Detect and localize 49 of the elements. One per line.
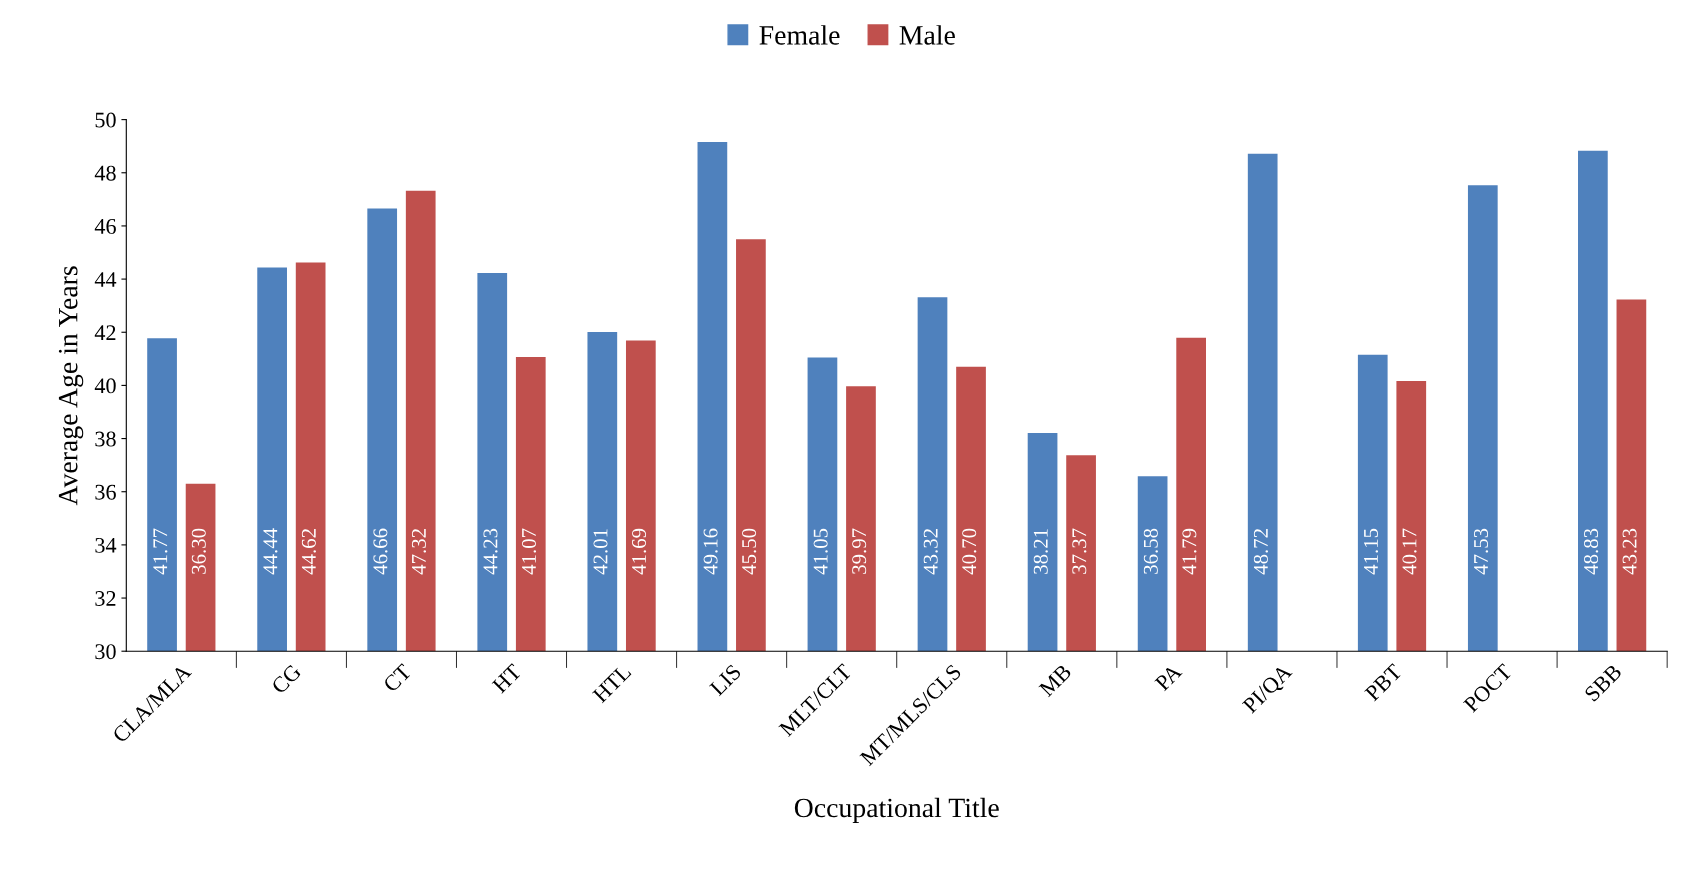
x-axis-title: Occupational Title — [794, 797, 999, 823]
data-label: 41.07 — [521, 528, 537, 575]
data-label: 46.66 — [373, 528, 388, 575]
y-tick-label: 42 — [94, 325, 116, 340]
data-label: 43.32 — [923, 529, 938, 575]
legend-label: Male — [899, 25, 955, 45]
y-tick-label: 40 — [94, 378, 116, 394]
data-label: 45.50 — [742, 528, 757, 575]
data-label: 37.37 — [1072, 528, 1087, 574]
data-label: 41.77 — [153, 528, 168, 575]
y-tick-label: 30 — [95, 644, 116, 660]
data-label: 44.23 — [483, 528, 498, 575]
y-tick-label: 44 — [94, 272, 117, 287]
data-label: 40.17 — [1402, 528, 1417, 575]
data-label: 38.21 — [1033, 529, 1048, 574]
y-tick-label: 48 — [94, 165, 116, 181]
y-tick-label: 50 — [95, 112, 116, 128]
data-label: 43.23 — [1622, 528, 1637, 575]
data-label: 49.16 — [703, 528, 718, 575]
y-axis-title: Average Age in Years — [58, 266, 84, 506]
data-label: 44.44 — [263, 528, 278, 575]
x-tick-label: HT — [491, 663, 523, 694]
data-label: 40.70 — [962, 528, 977, 575]
y-tick-label: 36 — [95, 484, 116, 500]
data-label: 36.58 — [1143, 528, 1158, 574]
data-label: 47.53 — [1474, 528, 1489, 575]
x-tick-label: SBB — [1583, 663, 1623, 703]
y-tick-label: 34 — [95, 537, 117, 553]
legend-label: Female — [759, 25, 840, 45]
x-tick-label: CT — [382, 663, 413, 693]
data-label: 47.32 — [411, 529, 427, 575]
data-label: 41.15 — [1364, 528, 1379, 575]
x-tick-label: LIS — [709, 663, 742, 697]
y-tick-label: 32 — [95, 591, 116, 606]
data-label: 41.79 — [1182, 528, 1197, 575]
data-label: 48.72 — [1253, 529, 1268, 575]
data-label: 48.83 — [1584, 528, 1599, 575]
data-label: 41.05 — [813, 528, 828, 575]
y-tick-label: 46 — [94, 218, 116, 234]
x-tick-label: CG — [270, 663, 302, 695]
data-label: 36.30 — [191, 528, 206, 574]
data-label: 41.69 — [632, 528, 647, 575]
data-label: 42.01 — [593, 529, 608, 575]
x-tick-label: PA — [1154, 662, 1183, 692]
y-tick-label: 38 — [95, 431, 116, 447]
data-label: 39.97 — [852, 528, 867, 574]
x-tick-label: HTL — [592, 663, 632, 704]
data-label: 44.62 — [301, 529, 316, 575]
x-tick-label: MB — [1038, 663, 1072, 698]
